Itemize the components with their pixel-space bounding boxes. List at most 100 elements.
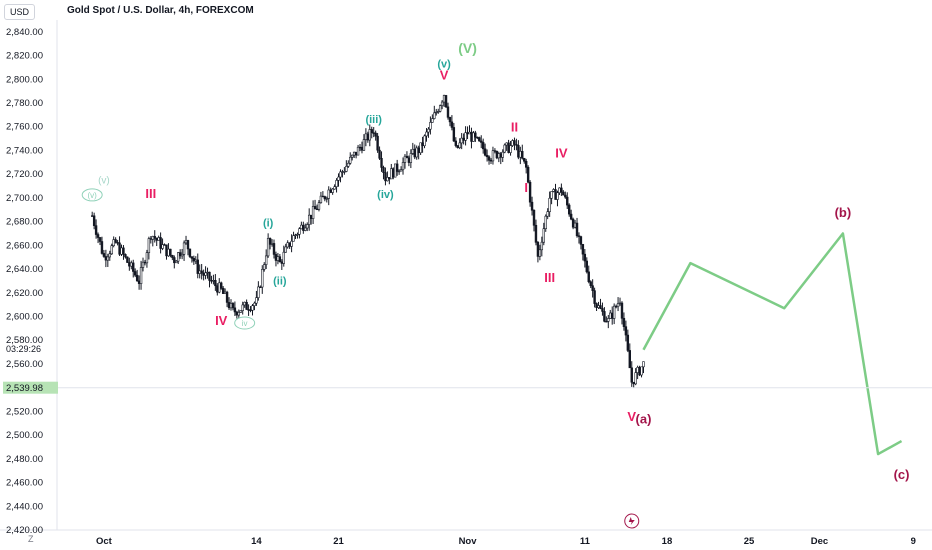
candle-body: [380, 157, 383, 168]
candle-body: [300, 224, 303, 230]
wave-label: (c): [894, 467, 910, 482]
candle-body: [395, 163, 399, 172]
candle-body: [309, 214, 313, 219]
candle-body: [153, 236, 156, 239]
candle-body: [243, 301, 246, 306]
x-tick-label: 25: [744, 536, 755, 547]
candle-body: [204, 272, 207, 276]
candle-body: [90, 215, 94, 217]
candle-body: [145, 252, 149, 264]
x-tick-label: 11: [580, 536, 591, 547]
candle-body: [378, 149, 381, 159]
candle-body: [266, 238, 270, 257]
candle-body: [521, 150, 524, 159]
candle-body: [333, 186, 336, 190]
candle-body: [489, 160, 493, 162]
candle-body: [292, 235, 295, 242]
candle-body: [597, 305, 600, 308]
x-tick-label: Oct: [96, 536, 113, 547]
candle-body: [96, 234, 100, 238]
candle-body: [315, 208, 319, 211]
candle-body: [403, 155, 407, 163]
candle-body: [143, 261, 147, 264]
y-tick-label: 2,760.00: [6, 122, 43, 133]
candle-body: [464, 132, 467, 141]
y-tick-label: 2,680.00: [6, 217, 43, 228]
wave-label: (iii): [365, 114, 382, 126]
candle-body: [120, 247, 123, 255]
candle-body: [186, 240, 190, 250]
candle-body: [505, 142, 508, 146]
y-tick-label: 2,640.00: [6, 264, 43, 275]
wave-label: (v): [98, 176, 110, 187]
candle-body: [227, 302, 231, 309]
candle-body: [612, 305, 616, 319]
candle-body: [94, 225, 98, 235]
candle-body: [194, 259, 198, 262]
candle-body: [429, 122, 432, 130]
candle-body: [347, 162, 350, 167]
candle-body: [110, 245, 113, 255]
candle-body: [198, 270, 201, 274]
candle-body: [448, 117, 452, 123]
candle-body: [106, 256, 110, 261]
candle-body: [423, 135, 426, 147]
candle-body: [456, 145, 459, 149]
candle-body: [124, 254, 127, 258]
candle-body: [368, 129, 371, 141]
projection-path: [642, 232, 903, 456]
currency-badge[interactable]: USD: [4, 4, 36, 20]
candle-body: [278, 256, 282, 263]
candle-body: [511, 140, 514, 146]
candle-body: [184, 240, 188, 244]
candle-body: [177, 252, 180, 262]
zoom-button[interactable]: Z: [28, 534, 34, 544]
candle-body: [304, 227, 307, 231]
candle-body: [141, 261, 145, 268]
candle-body: [239, 310, 242, 313]
y-tick-label: 2,800.00: [6, 74, 43, 85]
candle-body: [384, 172, 387, 182]
candle-body: [286, 242, 289, 248]
candle-body: [642, 361, 645, 368]
candle-body: [108, 253, 111, 258]
candle-body: [550, 191, 553, 199]
candle-body: [374, 132, 377, 137]
candle-body: [544, 215, 547, 230]
candle-body: [135, 274, 139, 282]
candle-body: [566, 196, 569, 206]
candle-body: [268, 238, 272, 245]
candle-body: [225, 291, 229, 303]
candle-body: [624, 326, 628, 336]
wave-label: (a): [636, 411, 652, 426]
candle-body: [212, 280, 215, 282]
symbol-title[interactable]: Gold Spot / U.S. Dollar, 4h, FOREXCOM: [67, 5, 254, 16]
chart-header: USD Gold Spot / U.S. Dollar, 4h, FOREXCO…: [0, 0, 932, 24]
candle-body: [272, 243, 276, 255]
candle-body: [542, 228, 545, 243]
candle-body: [481, 142, 485, 150]
candle-body: [394, 163, 397, 178]
wave-label: (i): [263, 217, 274, 229]
candle-body: [231, 303, 235, 309]
y-tick-label: 2,620.00: [6, 288, 43, 299]
candle-body: [139, 267, 143, 284]
candle-body: [290, 240, 293, 247]
candle-body: [392, 168, 395, 178]
y-tick-label: 2,660.00: [6, 240, 43, 251]
candle-body: [507, 142, 510, 153]
candle-body: [513, 140, 516, 145]
candle-body: [564, 194, 567, 198]
candle-body: [130, 262, 133, 267]
candle-body: [192, 258, 196, 262]
candle-body: [343, 171, 346, 173]
candle-body: [255, 297, 258, 304]
candle-body: [335, 180, 338, 187]
candle-body: [370, 129, 373, 134]
candle-body: [352, 151, 356, 156]
candle-body: [552, 189, 555, 192]
candle-body: [376, 135, 379, 151]
candle-body: [149, 238, 153, 240]
